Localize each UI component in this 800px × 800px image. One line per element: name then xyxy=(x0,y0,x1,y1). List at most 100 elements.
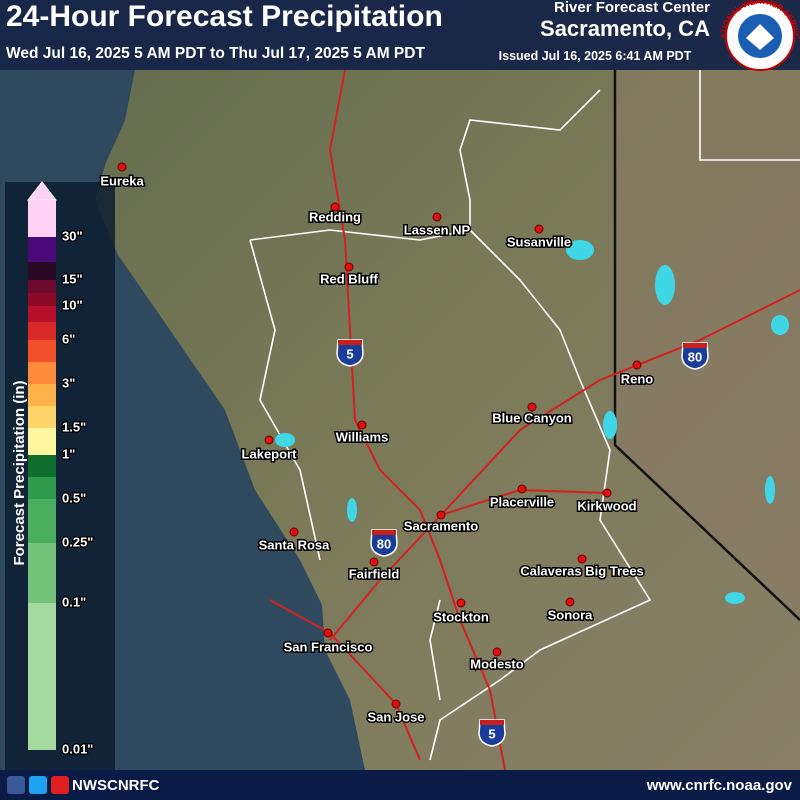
city-dot xyxy=(492,647,502,657)
city-label: Fairfield xyxy=(349,566,400,581)
shield-number: 80 xyxy=(688,349,702,364)
city-label: San Francisco xyxy=(284,639,373,654)
city-label: Williams xyxy=(336,429,389,444)
city-dot xyxy=(565,597,575,607)
office-line1: River Forecast Center xyxy=(554,0,710,16)
city-label: Kirkwood xyxy=(577,498,636,513)
legend-band xyxy=(28,455,56,477)
city-label: Calaveras Big Trees xyxy=(520,563,644,578)
title: 24-Hour Forecast Precipitation xyxy=(6,0,443,33)
header-band xyxy=(0,0,800,70)
shield-top xyxy=(338,340,362,345)
shield-top xyxy=(372,530,396,535)
legend-band xyxy=(28,428,56,455)
shield-number: 5 xyxy=(346,346,353,361)
shield xyxy=(681,342,709,370)
city-dot xyxy=(289,527,299,537)
facebook-icon[interactable] xyxy=(7,776,25,794)
city-label: Eureka xyxy=(100,173,144,188)
legend-label: 1.5" xyxy=(62,419,86,434)
city-dot xyxy=(632,360,642,370)
city-label: Reno xyxy=(621,371,654,386)
city-dot xyxy=(436,510,446,520)
shield xyxy=(370,529,398,557)
city-dot xyxy=(577,554,587,564)
legend-band xyxy=(28,362,56,384)
city-dot xyxy=(456,598,466,608)
period: Wed Jul 16, 2025 5 AM PDT to Thu Jul 17,… xyxy=(6,45,425,62)
city-dot xyxy=(391,699,401,709)
legend-panel xyxy=(5,182,115,770)
city-dot xyxy=(344,262,354,272)
legend-band xyxy=(28,603,56,750)
city-dot xyxy=(602,488,612,498)
legend-band xyxy=(28,477,56,499)
legend-band xyxy=(28,384,56,406)
legend-label: 15" xyxy=(62,271,83,286)
city-label: Sacramento xyxy=(404,518,478,533)
city-label: San Jose xyxy=(367,709,424,724)
basin-boundaries xyxy=(249,70,800,761)
city-label: Lassen NP xyxy=(404,222,471,237)
city-dot xyxy=(527,402,537,412)
city-label: Susanville xyxy=(507,234,571,249)
city-dot xyxy=(330,202,340,212)
city-dot xyxy=(117,162,127,172)
shield xyxy=(478,719,506,747)
shield-number: 5 xyxy=(488,726,495,741)
city-label: Sonora xyxy=(548,607,594,622)
city-label: Lakeport xyxy=(242,446,298,461)
city-label: Placerville xyxy=(490,494,554,509)
legend-label: 0.1" xyxy=(62,594,86,609)
social-handle[interactable]: NWSCNRFC xyxy=(72,777,160,794)
city-dot xyxy=(369,557,379,567)
city-dot xyxy=(264,435,274,445)
legend-label: 0.25" xyxy=(62,534,93,549)
city-label: Red Bluff xyxy=(320,271,378,286)
state-line xyxy=(613,70,800,621)
city-label: Redding xyxy=(309,209,361,224)
legend-label: 1" xyxy=(62,446,75,461)
legend-band xyxy=(28,200,56,237)
legend-band xyxy=(28,280,56,293)
youtube-icon[interactable] xyxy=(51,776,69,794)
city-label: Modesto xyxy=(470,656,524,671)
shield-top xyxy=(480,720,504,725)
city-dot xyxy=(323,628,333,638)
legend-band xyxy=(28,237,56,262)
cities: Eureka Redding Lassen NP Susanville Red Bluf… xyxy=(99,162,655,726)
footer-band xyxy=(0,770,800,800)
office-line2: Sacramento, CA xyxy=(540,16,710,41)
city-label: Blue Canyon xyxy=(492,410,572,425)
legend-band xyxy=(28,543,56,603)
city-label: Stockton xyxy=(433,609,489,624)
legend-label: 6" xyxy=(62,331,75,346)
legend-label: 3" xyxy=(62,375,75,390)
legend-label: 0.01" xyxy=(62,741,93,756)
legend-band xyxy=(28,322,56,340)
legend-band xyxy=(28,293,56,306)
legend-band xyxy=(28,499,56,543)
city-dot xyxy=(534,224,544,234)
interstate-shields: 5 80 80 5 xyxy=(336,339,709,747)
twitter-icon[interactable] xyxy=(29,776,47,794)
legend: 30" 15" 10" 6" 3" 1.5" 1" 0.5" 0.25" 0.1" 0.01" xyxy=(28,200,95,758)
lakes xyxy=(275,240,789,604)
city-dot xyxy=(357,420,367,430)
legend-label: 30" xyxy=(62,228,83,243)
legend-band xyxy=(28,262,56,280)
legend-band xyxy=(28,306,56,322)
legend-band xyxy=(28,340,56,362)
legend-band xyxy=(28,406,56,428)
website[interactable]: www.cnrfc.noaa.gov xyxy=(646,777,793,794)
legend-label: 0.5" xyxy=(62,490,86,505)
city-label: Santa Rosa xyxy=(259,537,331,552)
city-dot xyxy=(432,212,442,222)
shield-number: 80 xyxy=(377,536,391,551)
shield xyxy=(336,339,364,367)
legend-title: Forecast Precipitation (in) xyxy=(11,380,28,565)
shield-top xyxy=(683,343,707,348)
issued: Issued Jul 16, 2025 6:41 AM PDT xyxy=(499,49,692,63)
city-dot xyxy=(517,484,527,494)
